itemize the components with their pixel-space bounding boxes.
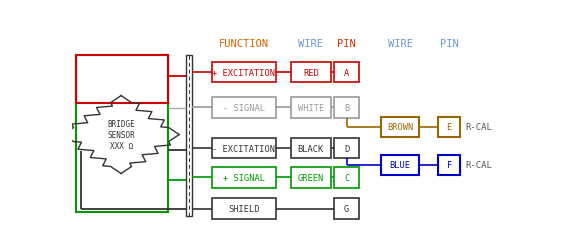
Text: BROWN: BROWN — [387, 123, 413, 132]
Text: B: B — [344, 103, 349, 112]
Text: + EXCITATION: + EXCITATION — [213, 69, 275, 77]
FancyBboxPatch shape — [334, 199, 359, 219]
Text: - SIGNAL: - SIGNAL — [223, 103, 265, 112]
Text: SHIELD: SHIELD — [228, 204, 260, 213]
FancyBboxPatch shape — [211, 168, 276, 188]
Text: PIN: PIN — [337, 39, 356, 49]
FancyBboxPatch shape — [291, 98, 331, 118]
Text: - EXCITATION: - EXCITATION — [213, 144, 275, 153]
FancyBboxPatch shape — [211, 63, 276, 83]
FancyBboxPatch shape — [334, 138, 359, 159]
Text: R-CAL: R-CAL — [466, 123, 492, 132]
FancyBboxPatch shape — [381, 155, 419, 175]
Text: BRIDGE: BRIDGE — [107, 120, 135, 129]
Text: A: A — [344, 69, 349, 77]
Text: FUNCTION: FUNCTION — [219, 39, 269, 49]
Text: GREEN: GREEN — [298, 173, 324, 182]
FancyBboxPatch shape — [211, 138, 276, 159]
Text: PIN: PIN — [440, 39, 458, 49]
FancyBboxPatch shape — [438, 155, 460, 175]
Text: C: C — [344, 173, 349, 182]
FancyBboxPatch shape — [291, 63, 331, 83]
Text: E: E — [446, 123, 452, 132]
Text: BLUE: BLUE — [389, 161, 411, 170]
Text: G: G — [344, 204, 349, 213]
FancyBboxPatch shape — [334, 168, 359, 188]
Text: SENSOR: SENSOR — [107, 131, 135, 140]
Text: BLACK: BLACK — [298, 144, 324, 153]
Text: D: D — [344, 144, 349, 153]
Text: WIRE: WIRE — [388, 39, 412, 49]
FancyBboxPatch shape — [381, 117, 419, 137]
FancyBboxPatch shape — [438, 117, 460, 137]
FancyBboxPatch shape — [334, 63, 359, 83]
Text: WIRE: WIRE — [298, 39, 323, 49]
FancyBboxPatch shape — [291, 168, 331, 188]
Text: R-CAL: R-CAL — [466, 161, 492, 170]
Text: + SIGNAL: + SIGNAL — [223, 173, 265, 182]
FancyBboxPatch shape — [211, 199, 276, 219]
FancyBboxPatch shape — [186, 55, 192, 216]
Text: WHITE: WHITE — [298, 103, 324, 112]
FancyBboxPatch shape — [334, 98, 359, 118]
Text: RED: RED — [303, 69, 319, 77]
FancyBboxPatch shape — [291, 138, 331, 159]
Text: XXX Ω: XXX Ω — [109, 141, 132, 150]
FancyBboxPatch shape — [211, 98, 276, 118]
Text: F: F — [446, 161, 452, 170]
